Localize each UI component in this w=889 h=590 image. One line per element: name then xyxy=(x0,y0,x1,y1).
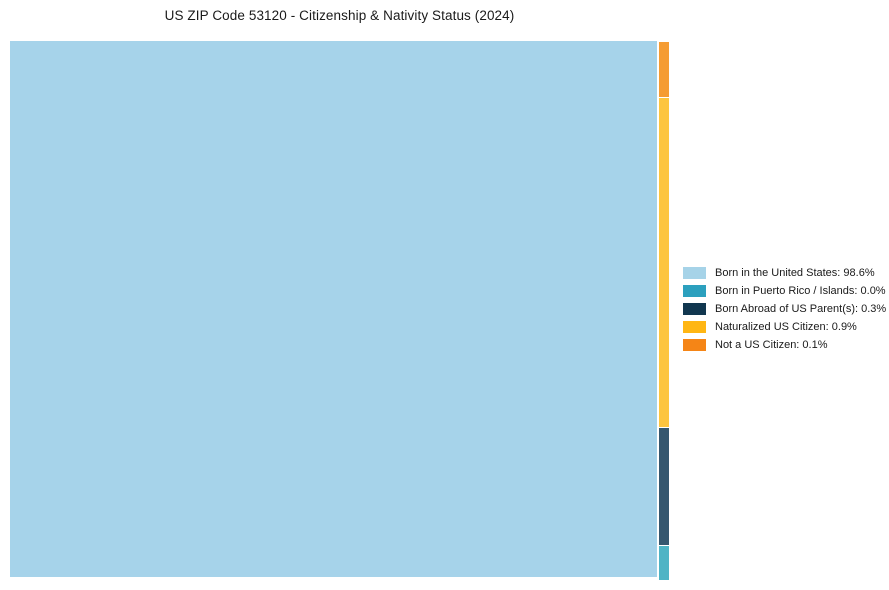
legend-swatch-icon xyxy=(683,267,706,279)
legend-swatch-icon xyxy=(683,285,706,297)
treemap-rect-born-in-puerto-rico-islands[interactable] xyxy=(659,546,669,580)
legend-label: Born in the United States: 98.6% xyxy=(715,267,875,279)
legend-label: Not a US Citizen: 0.1% xyxy=(715,339,828,351)
legend-item-born-in-united-states[interactable]: Born in the United States: 98.6% xyxy=(683,267,886,279)
treemap-rect-naturalized-us-citizen[interactable] xyxy=(659,98,669,427)
legend-label: Naturalized US Citizen: 0.9% xyxy=(715,321,857,333)
legend-swatch-icon xyxy=(683,303,706,315)
legend-label: Born in Puerto Rico / Islands: 0.0% xyxy=(715,285,886,297)
treemap-rect-not-a-us-citizen[interactable] xyxy=(659,42,669,97)
legend-item-born-in-puerto-rico-islands[interactable]: Born in Puerto Rico / Islands: 0.0% xyxy=(683,285,886,297)
legend-item-not-a-us-citizen[interactable]: Not a US Citizen: 0.1% xyxy=(683,339,886,351)
chart-legend: Born in the United States: 98.6% Born in… xyxy=(683,267,886,357)
treemap-rect-born-in-united-states[interactable] xyxy=(10,41,657,577)
legend-swatch-icon xyxy=(683,321,706,333)
chart-title: US ZIP Code 53120 - Citizenship & Nativi… xyxy=(164,8,515,23)
legend-swatch-icon xyxy=(683,339,706,351)
legend-item-naturalized-us-citizen[interactable]: Naturalized US Citizen: 0.9% xyxy=(683,321,886,333)
treemap-rect-born-abroad-of-us-parents[interactable] xyxy=(659,428,669,545)
legend-label: Born Abroad of US Parent(s): 0.3% xyxy=(715,303,887,315)
legend-item-born-abroad-of-us-parents[interactable]: Born Abroad of US Parent(s): 0.3% xyxy=(683,303,886,315)
